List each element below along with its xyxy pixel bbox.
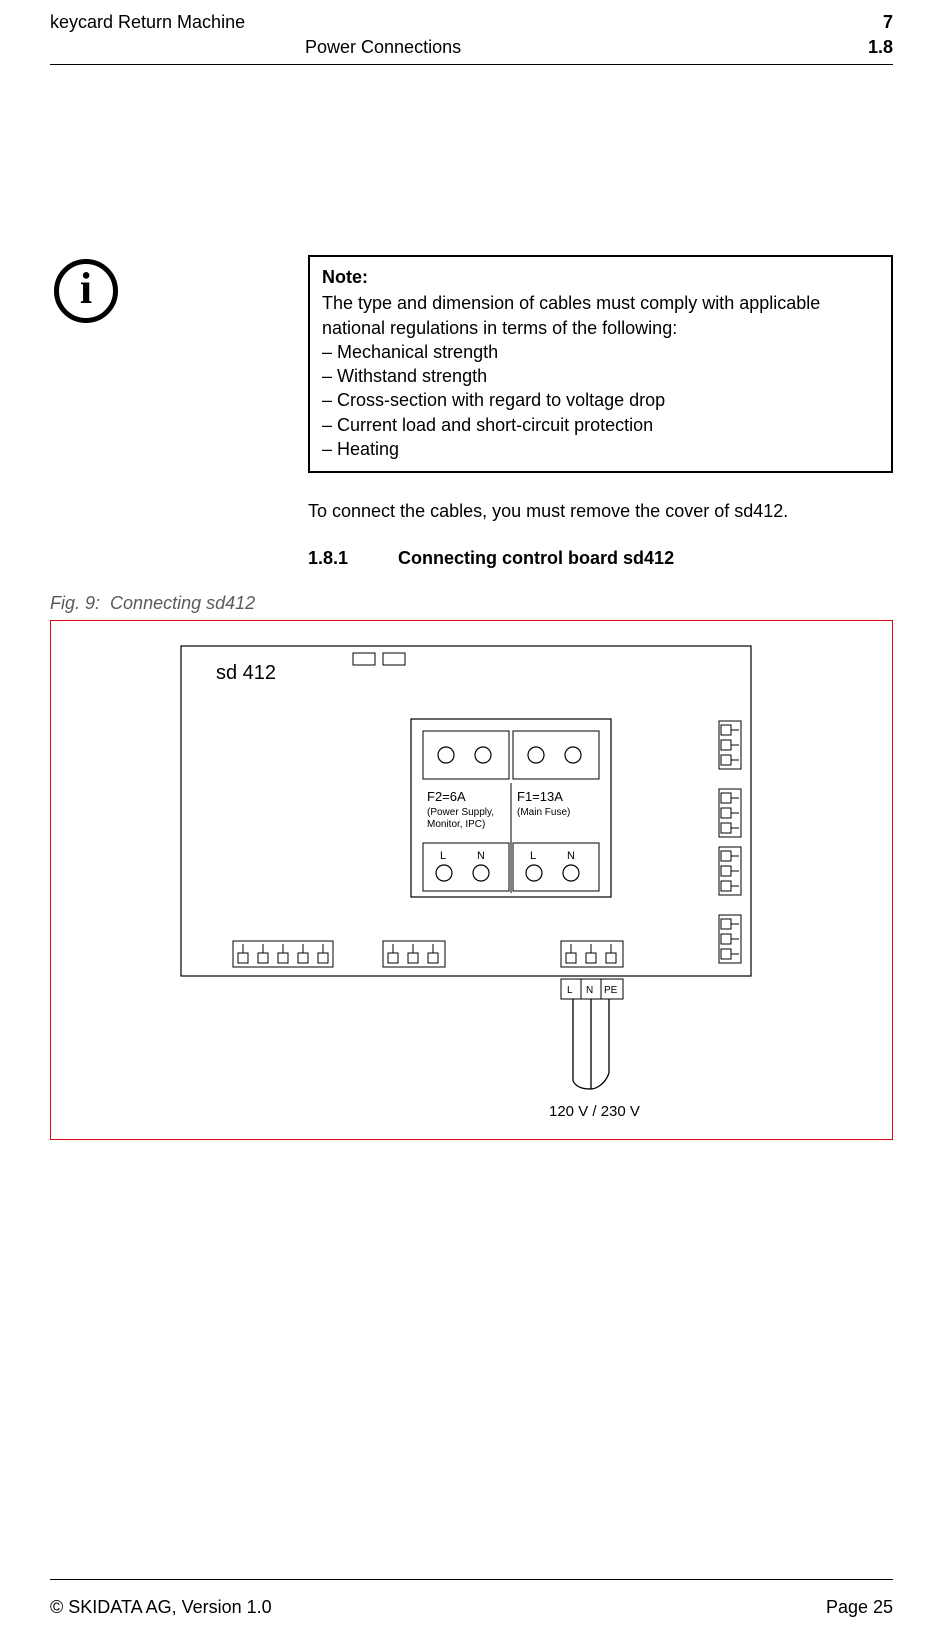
note-item: Current load and short-circuit protectio…: [322, 413, 879, 437]
chapter-number: 7: [883, 12, 893, 33]
svg-text:Monitor, IPC): Monitor, IPC): [427, 819, 485, 830]
page: keycard Return Machine 7 Power Connectio…: [0, 0, 943, 1636]
info-icon-glyph: i: [80, 267, 92, 311]
footer-copyright: © SKIDATA AG, Version 1.0: [50, 1597, 272, 1618]
svg-text:L: L: [530, 850, 536, 862]
note-row: i Note: The type and dimension of cables…: [50, 255, 893, 473]
svg-text:(Main Fuse): (Main Fuse): [517, 807, 570, 818]
bottom-terminals: [233, 941, 623, 967]
svg-text:N: N: [586, 985, 593, 996]
svg-text:F1=13A: F1=13A: [517, 789, 563, 804]
page-footer: © SKIDATA AG, Version 1.0 Page 25: [50, 1597, 893, 1618]
subsection-number: 1.8.1: [308, 548, 348, 569]
note-item: Mechanical strength: [322, 340, 879, 364]
content: i Note: The type and dimension of cables…: [50, 255, 893, 1140]
svg-text:PE: PE: [604, 985, 618, 996]
svg-text:L: L: [567, 985, 573, 996]
svg-text:F2=6A: F2=6A: [427, 789, 466, 804]
doc-title: keycard Return Machine: [50, 12, 245, 33]
note-item: Heating: [322, 437, 879, 461]
note-title: Note:: [322, 265, 879, 289]
header-title-row: keycard Return Machine 7: [50, 12, 893, 33]
board-diagram: sd 412 F2=6A (Power Supply, Monitor, IPC…: [51, 621, 894, 1141]
note-list: Mechanical strength Withstand strength C…: [322, 340, 879, 461]
section-number: 1.8: [868, 37, 893, 58]
section-title: Power Connections: [305, 37, 461, 58]
svg-text:N: N: [567, 850, 575, 862]
board-label: sd 412: [216, 662, 276, 684]
body-paragraph: To connect the cables, you must remove t…: [308, 501, 898, 522]
note-item: Cross-section with regard to voltage dro…: [322, 388, 879, 412]
figure-caption: Fig. 9: Connecting sd412: [50, 593, 893, 614]
note-intro: The type and dimension of cables must co…: [322, 291, 879, 340]
footer-rule: [50, 1579, 893, 1580]
note-item: Withstand strength: [322, 364, 879, 388]
subsection-heading: 1.8.1 Connecting control board sd412: [308, 548, 893, 569]
svg-text:N: N: [477, 850, 485, 862]
figure-frame: sd 412 F2=6A (Power Supply, Monitor, IPC…: [50, 620, 893, 1140]
note-box: Note: The type and dimension of cables m…: [308, 255, 893, 473]
figure-caption-text: Connecting sd412: [110, 593, 255, 613]
subsection-title: Connecting control board sd412: [398, 548, 674, 569]
svg-text:L: L: [440, 850, 446, 862]
info-icon: i: [54, 259, 118, 323]
voltage-label: 120 V / 230 V: [549, 1103, 640, 1120]
footer-page: Page 25: [826, 1597, 893, 1618]
header-rule: [50, 64, 893, 65]
figure-caption-prefix: Fig. 9:: [50, 593, 100, 613]
header-sub-row: Power Connections 1.8: [50, 37, 893, 58]
page-header: keycard Return Machine 7 Power Connectio…: [50, 12, 893, 65]
svg-text:(Power Supply,: (Power Supply,: [427, 807, 494, 818]
